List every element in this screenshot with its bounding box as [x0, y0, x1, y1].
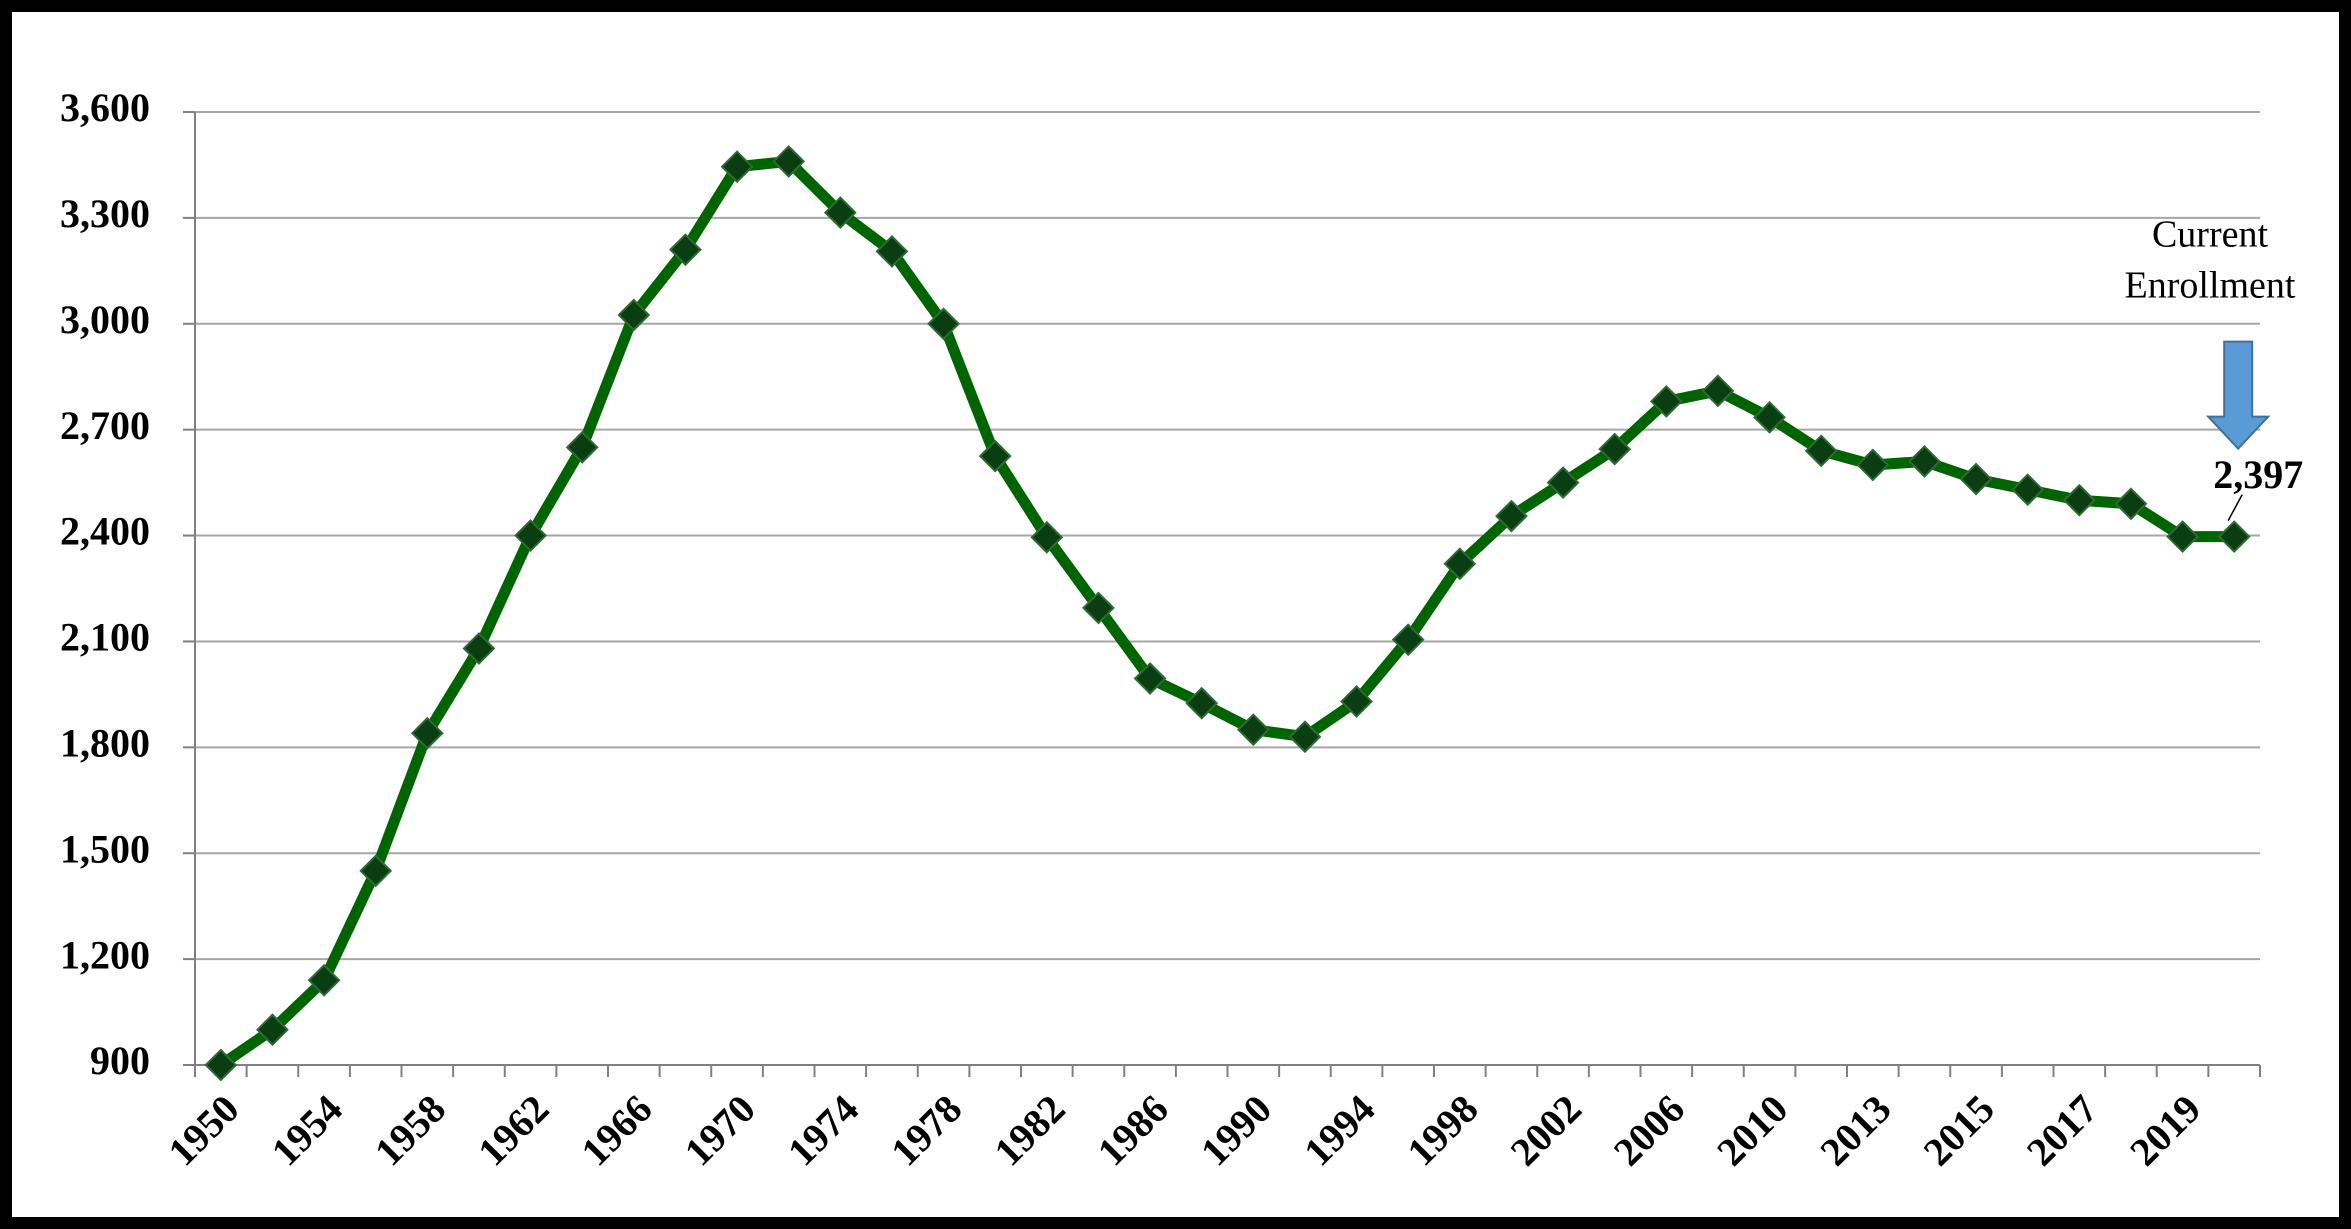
marker [1959, 462, 1993, 496]
marker [1753, 400, 1786, 434]
marker [256, 1013, 289, 1047]
annotation-text: Current [2152, 214, 2269, 256]
marker [565, 430, 599, 464]
marker [823, 196, 857, 230]
y-tick-label: 2,100 [60, 615, 150, 660]
marker [1908, 445, 1941, 478]
marker [927, 307, 960, 341]
y-tick-label: 1,800 [60, 721, 150, 766]
series-line [217, 155, 2235, 1070]
marker [1598, 432, 1632, 466]
marker [462, 632, 496, 665]
marker [1495, 499, 1528, 533]
y-tick-label: 1,200 [60, 932, 150, 977]
y-tick-label: 1,500 [60, 826, 150, 871]
annotation-arrow [2205, 340, 2271, 451]
marker [2062, 483, 2096, 517]
marker [2217, 520, 2251, 554]
marker [1236, 713, 1270, 747]
marker [1546, 466, 1580, 500]
marker [1856, 448, 1890, 482]
marker [1340, 685, 1373, 718]
marker [2011, 473, 2045, 507]
label-leader [2227, 494, 2243, 521]
y-tick-label: 3,300 [60, 191, 150, 236]
marker [514, 519, 547, 552]
marker [617, 298, 651, 332]
marker [1649, 385, 1683, 418]
marker [1185, 686, 1219, 720]
marker [720, 150, 754, 184]
y-tick-label: 3,000 [60, 297, 150, 342]
marker [2114, 487, 2148, 521]
marker [772, 145, 806, 178]
marker [1391, 623, 1425, 657]
marker [875, 235, 909, 268]
y-tick-label: 2,400 [60, 509, 150, 554]
marker [1701, 374, 1735, 408]
marker [1030, 520, 1064, 554]
marker [669, 233, 702, 267]
annotation-text: Enrollment [2125, 265, 2296, 307]
marker [1804, 434, 1838, 468]
marker [359, 854, 393, 888]
marker [1133, 662, 1167, 695]
y-tick-label: 3,600 [60, 85, 150, 130]
data-label: 2,397 [2213, 452, 2303, 497]
marker [1288, 720, 1322, 754]
marker [1443, 547, 1477, 581]
y-tick-label: 2,700 [60, 403, 150, 448]
marker [307, 963, 341, 997]
y-tick-label: 900 [90, 1038, 150, 1083]
marker [1082, 591, 1115, 625]
marker [204, 1048, 238, 1082]
marker [978, 439, 1012, 473]
marker [2166, 520, 2199, 554]
marker [410, 716, 444, 750]
